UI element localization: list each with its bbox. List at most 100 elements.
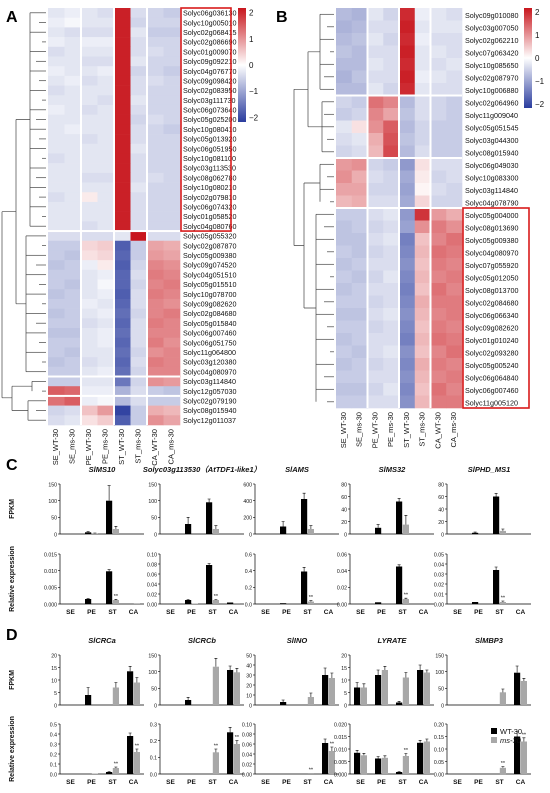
bar-wt bbox=[322, 743, 329, 774]
heatmap-cell bbox=[414, 370, 431, 384]
axis-tick-label: 40 bbox=[341, 507, 347, 513]
heatmap-cell bbox=[48, 357, 65, 368]
heatmap-cell bbox=[97, 221, 115, 232]
heatmap-row-label: Solyc03g113530 bbox=[183, 164, 236, 173]
heatmap-cell bbox=[48, 114, 65, 125]
heatmap-cell bbox=[114, 56, 131, 67]
bar-wt bbox=[206, 565, 213, 604]
heatmap-cell bbox=[130, 415, 148, 426]
heatmap-cell bbox=[130, 260, 148, 271]
colorbar bbox=[524, 8, 532, 108]
heatmap-cell bbox=[430, 183, 447, 196]
heatmap-cell bbox=[414, 270, 431, 284]
heatmap-cell bbox=[367, 158, 384, 171]
heatmap-cell bbox=[430, 395, 447, 409]
category-label: SE bbox=[166, 609, 175, 616]
error-bar bbox=[186, 599, 190, 600]
heatmap-row-label: Solyc05g013920 bbox=[183, 135, 237, 144]
category-label: CA bbox=[419, 779, 429, 786]
bar-wt bbox=[301, 571, 308, 604]
heatmap-row-label: Solyc06g051950 bbox=[183, 144, 237, 153]
heatmap-row-label: Solyc10g006880 bbox=[465, 86, 519, 95]
heatmap-cell bbox=[97, 386, 115, 397]
heatmap-cell bbox=[367, 95, 384, 109]
heatmap-cell bbox=[147, 114, 164, 125]
bar-wt bbox=[85, 695, 92, 705]
heatmap-cell bbox=[399, 345, 416, 359]
heatmap-row-label: Solyc09g074520 bbox=[183, 261, 237, 270]
heatmap-cell bbox=[64, 95, 82, 106]
category-label: PE bbox=[187, 609, 196, 616]
heatmap-cell bbox=[414, 233, 431, 246]
heatmap-cell bbox=[64, 240, 82, 251]
axis-line bbox=[349, 484, 434, 535]
error-bar bbox=[330, 746, 334, 751]
bar-ms bbox=[307, 697, 314, 705]
bar-ms bbox=[402, 599, 409, 604]
heatmap-cell bbox=[399, 308, 416, 321]
axis-tick-label: 0 bbox=[344, 532, 347, 538]
heatmap-cell bbox=[64, 269, 82, 280]
bar-ms bbox=[212, 600, 219, 604]
heatmap-cell bbox=[446, 158, 463, 171]
error-bar bbox=[228, 665, 232, 670]
heatmap-cell bbox=[383, 395, 400, 409]
axis-tick-label: 5 bbox=[344, 691, 347, 697]
heatmap-cell bbox=[97, 366, 115, 377]
heatmap-cell bbox=[336, 45, 353, 59]
heatmap-cell bbox=[367, 120, 384, 134]
heatmap-cell bbox=[48, 366, 65, 377]
axis-line bbox=[446, 554, 531, 605]
error-bar bbox=[501, 766, 505, 768]
heatmap-cell bbox=[81, 337, 98, 348]
heatmap-cell bbox=[336, 333, 353, 346]
category-label: SE bbox=[261, 779, 270, 786]
heatmap-cell bbox=[147, 8, 164, 18]
heatmap-cell bbox=[446, 58, 463, 71]
heatmap-cell bbox=[163, 260, 181, 271]
heatmap-cell bbox=[147, 328, 164, 339]
heatmap-cell bbox=[414, 220, 431, 234]
bar-wt bbox=[106, 500, 113, 534]
heatmap-cell bbox=[130, 328, 148, 339]
axis-tick-label: 0.3 bbox=[150, 722, 157, 728]
heatmap-column-label: ST_WT-30 bbox=[117, 429, 126, 465]
axis-tick-label: 150 bbox=[435, 653, 444, 659]
heatmap-cell bbox=[430, 308, 447, 321]
axis-tick-label: 0.1 bbox=[50, 762, 57, 768]
heatmap-cell bbox=[351, 383, 368, 396]
heatmap-cell bbox=[81, 279, 98, 290]
axis-tick-label: 0.3 bbox=[50, 742, 57, 748]
axis-tick-label: 0.2 bbox=[150, 739, 157, 745]
heatmap-cell bbox=[147, 269, 164, 280]
heatmap-cell bbox=[147, 386, 164, 397]
heatmap-cell bbox=[48, 337, 65, 348]
category-label: CA bbox=[419, 609, 429, 616]
heatmap-cell bbox=[147, 172, 164, 183]
heatmap-cell bbox=[163, 46, 181, 57]
heatmap-cell bbox=[367, 283, 384, 296]
heatmap-cell bbox=[130, 66, 148, 77]
error-bar bbox=[397, 564, 401, 567]
error-bar bbox=[330, 672, 334, 678]
heatmap-cell bbox=[64, 231, 82, 242]
heatmap-cell bbox=[114, 143, 131, 154]
heatmap-cell bbox=[414, 183, 431, 196]
heatmap-column-label: SE_WT-30 bbox=[339, 412, 348, 448]
heatmap-cell bbox=[163, 376, 181, 387]
error-bar bbox=[383, 755, 387, 758]
bar-wt bbox=[227, 670, 234, 705]
error-bar bbox=[114, 526, 118, 529]
column-separator bbox=[113, 8, 115, 425]
heatmap-cell bbox=[81, 201, 98, 212]
heatmap-cell bbox=[48, 269, 65, 280]
colorbar-tick-label: 1 bbox=[535, 31, 540, 40]
heatmap-row-label: Solyc02g084680 bbox=[465, 298, 519, 307]
error-bar bbox=[404, 753, 408, 756]
axis-tick-label: 0.06 bbox=[147, 572, 157, 578]
axis-tick-label: 0.000 bbox=[334, 772, 347, 778]
bar-ms bbox=[233, 672, 240, 705]
axis-tick-label: 20 bbox=[438, 520, 444, 526]
heatmap-cell bbox=[114, 308, 131, 319]
heatmap-cell bbox=[147, 395, 164, 406]
